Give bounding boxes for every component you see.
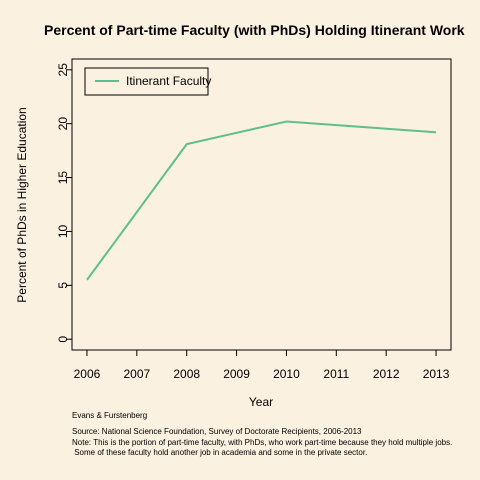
y-tick-label: 20: [56, 117, 70, 131]
plot-frame: [71, 58, 452, 351]
y-tick-label: 25: [56, 63, 70, 77]
series-layer: [86, 120, 437, 281]
note-line-1: Note: This is the portion of part-time f…: [72, 438, 452, 447]
x-tick-label: 2006: [74, 367, 101, 381]
y-tick-label: 15: [56, 171, 70, 185]
series-line-0: [86, 120, 437, 281]
x-tick-label: 2010: [273, 367, 300, 381]
legend: Itinerant Faculty: [84, 67, 211, 96]
x-tick-label: 2011: [323, 367, 349, 381]
x-axis: 2006 2007 2008 2009 2010 2011 2012 2013: [74, 349, 450, 381]
x-tick-label: 2008: [173, 367, 200, 381]
note-line-2: Some of these faculty hold another job i…: [72, 448, 367, 457]
y-tick-label: 5: [56, 282, 70, 289]
chart-title: Percent of Part-time Faculty (with PhDs)…: [44, 22, 465, 38]
x-tick-label: 2012: [373, 367, 400, 381]
y-tick-label: 0: [56, 336, 70, 343]
x-axis-label: Year: [249, 395, 273, 409]
y-axis: 0 5 10 15 20 25: [56, 63, 73, 343]
author-credit: Evans & Furstenberg: [72, 411, 147, 420]
x-tick-label: 2009: [223, 367, 250, 381]
source-note: Source: National Science Foundation, Sur…: [72, 427, 362, 436]
x-tick-label: 2007: [123, 367, 150, 381]
x-tick-label: 2013: [423, 367, 450, 381]
y-tick-label: 10: [56, 224, 70, 238]
legend-label: Itinerant Faculty: [126, 74, 211, 88]
y-axis-label: Percent of PhDs in Higher Education: [15, 107, 29, 302]
